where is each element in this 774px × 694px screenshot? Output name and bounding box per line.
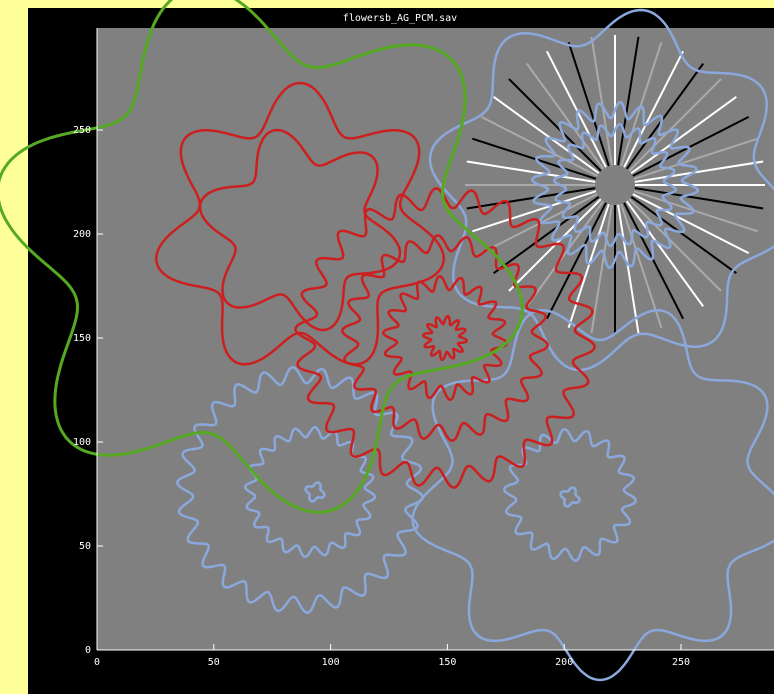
contour: [421, 314, 469, 362]
streak: [620, 203, 663, 328]
streak: [493, 195, 600, 274]
streak: [472, 190, 597, 233]
window-title: flowersb_AG_PCM.sav: [343, 13, 457, 24]
contour: [530, 100, 700, 270]
contour: [155, 81, 445, 366]
y-tick-label: 250: [73, 125, 91, 136]
streak: [633, 137, 758, 180]
contour: [198, 128, 402, 332]
image: [97, 28, 774, 650]
contour: [340, 233, 550, 443]
streak: [590, 204, 613, 334]
contour: [294, 187, 596, 489]
contour: [176, 366, 424, 614]
contour: [503, 428, 637, 562]
y-tick-label: 200: [73, 229, 91, 240]
y-tick-label: 150: [73, 333, 91, 344]
streak: [546, 202, 607, 320]
streak: [634, 187, 764, 210]
streak: [620, 42, 663, 167]
streak: [632, 193, 750, 254]
x-tick-label: 250: [672, 657, 690, 668]
streak: [480, 116, 598, 177]
streak: [630, 96, 737, 175]
streak: [634, 160, 764, 183]
streak: [567, 42, 610, 167]
streak: [628, 198, 722, 292]
contour: [428, 8, 774, 372]
streak: [466, 160, 596, 183]
streak: [617, 36, 640, 166]
y-tick-label: 0: [85, 645, 91, 656]
x-tick-label: 0: [94, 657, 100, 668]
streak: [623, 50, 684, 168]
streak: [623, 202, 684, 320]
x-tick-label: 150: [438, 657, 456, 668]
streak: [526, 200, 605, 307]
streak: [590, 36, 613, 166]
x-tick-label: 50: [208, 657, 220, 668]
contour: [381, 274, 509, 402]
streak: [493, 96, 600, 175]
contour: [243, 425, 377, 559]
streak: [546, 50, 607, 168]
contour: [559, 486, 581, 508]
streak: [625, 63, 704, 170]
contour: [304, 481, 326, 503]
streak: [567, 203, 610, 328]
y-tick-label: 100: [73, 437, 91, 448]
streak: [632, 116, 750, 177]
axes: 0 50 100 150 200 250 0 50 100 150 200 250: [73, 28, 774, 668]
streak: [526, 63, 605, 170]
x-tick-label: 100: [322, 657, 340, 668]
streak: [466, 187, 596, 210]
streak: [633, 190, 758, 233]
streak: [625, 200, 704, 307]
x-tick-label: 200: [555, 657, 573, 668]
streak: [628, 78, 722, 172]
y-tick-label: 50: [79, 541, 91, 552]
contour: [552, 122, 678, 248]
streak: [617, 204, 640, 334]
streak: [472, 137, 597, 180]
contour: [411, 308, 774, 682]
streak: [508, 78, 602, 172]
contour: [0, 0, 524, 514]
streak: [630, 195, 737, 274]
